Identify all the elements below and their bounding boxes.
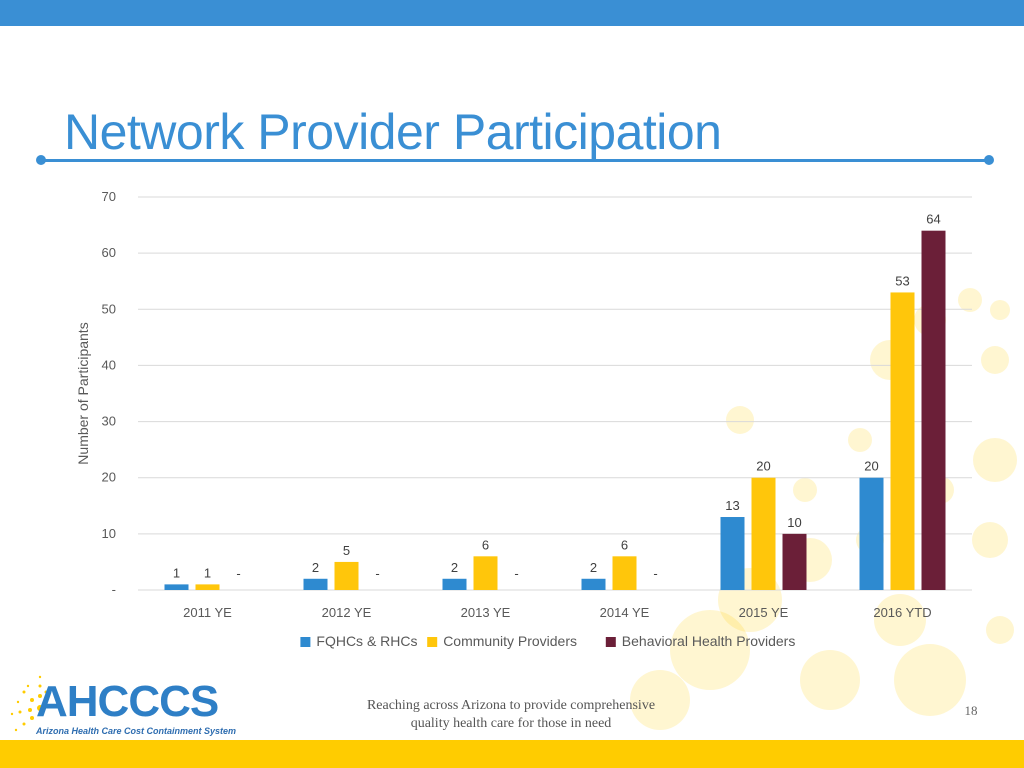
top-accent-bar	[0, 0, 1024, 26]
bar-behavioral	[782, 533, 807, 590]
bar-community	[890, 292, 915, 590]
x-tick-label: 2015 YE	[739, 605, 789, 620]
y-tick-label: 10	[102, 526, 116, 541]
bar-community	[473, 556, 498, 590]
bar-data-label: 20	[756, 459, 770, 474]
ahcccs-logo-wordmark: AHCCCS	[36, 677, 219, 726]
bar-behavioral	[921, 230, 946, 590]
bar-data-label: -	[653, 566, 657, 581]
bar-fqhc	[581, 578, 606, 590]
bar-data-label: -	[375, 566, 379, 581]
y-tick-label: 20	[102, 470, 116, 485]
bar-data-label: 6	[482, 537, 489, 552]
bar-data-label: 10	[787, 515, 801, 530]
bar-fqhc	[859, 477, 884, 590]
legend-label: FQHCs & RHCs	[316, 633, 417, 649]
bar-fqhc	[720, 517, 745, 590]
legend-swatch	[605, 637, 616, 647]
bar-data-label: 5	[343, 543, 350, 558]
bar-data-label: 6	[621, 537, 628, 552]
bar-data-label: 13	[725, 498, 739, 513]
bar-data-label: 64	[926, 212, 940, 227]
ahcccs-logo-subtitle: Arizona Health Care Cost Containment Sys…	[36, 726, 237, 736]
bar-community	[612, 556, 637, 590]
bar-fqhc	[303, 578, 328, 590]
x-tick-label: 2014 YE	[600, 605, 650, 620]
bar-data-label: 1	[204, 565, 211, 580]
bar-data-label: -	[514, 566, 518, 581]
legend-label: Community Providers	[443, 633, 577, 649]
x-tick-label: 2016 YTD	[873, 605, 931, 620]
legend-swatch	[300, 637, 311, 647]
footer-tagline-line2: quality health care for those in need	[410, 716, 612, 731]
x-tick-label: 2011 YE	[183, 605, 232, 620]
bar-data-label: 2	[312, 560, 319, 575]
slide-title: Network Provider Participation	[64, 104, 722, 160]
bar-community	[334, 561, 359, 590]
x-tick-label: 2012 YE	[322, 605, 372, 620]
footer-tagline-line1: Reaching across Arizona to provide compr…	[366, 698, 656, 713]
bar-fqhc	[442, 578, 467, 590]
bar-data-label: 2	[451, 560, 458, 575]
bar-community	[195, 584, 220, 590]
title-underline-right-dot	[984, 155, 994, 165]
title-underline	[40, 159, 988, 162]
bar-chart: - 10 20 30 40 50 60 70 Number of Participants 1 1 -…	[75, 189, 972, 649]
y-tick-label: -	[112, 582, 116, 597]
bar-data-label: 53	[895, 273, 909, 288]
x-tick-label: 2013 YE	[461, 605, 511, 620]
y-tick-label: 60	[102, 245, 116, 260]
bar-data-label: 2	[590, 560, 597, 575]
y-tick-label: 70	[102, 189, 116, 204]
legend-swatch	[427, 637, 438, 647]
bar-data-label: 20	[864, 459, 878, 474]
bar-data-label: -	[236, 566, 240, 581]
y-tick-label: 40	[102, 357, 116, 372]
ahcccs-logo-sun-icon	[10, 675, 48, 732]
y-tick-label: 50	[102, 301, 116, 316]
bar-fqhc	[164, 584, 189, 590]
bottom-accent-bar	[0, 740, 1024, 768]
title-underline-left-dot	[36, 155, 46, 165]
bar-community	[751, 477, 776, 590]
y-axis-title: Number of Participants	[75, 322, 91, 464]
legend-label: Behavioral Health Providers	[622, 633, 796, 649]
page-number: 18	[964, 703, 978, 718]
footer-tagline: Reaching across Arizona to provide compr…	[330, 697, 692, 733]
y-tick-label: 30	[102, 414, 116, 429]
bar-data-label: 1	[173, 565, 180, 580]
